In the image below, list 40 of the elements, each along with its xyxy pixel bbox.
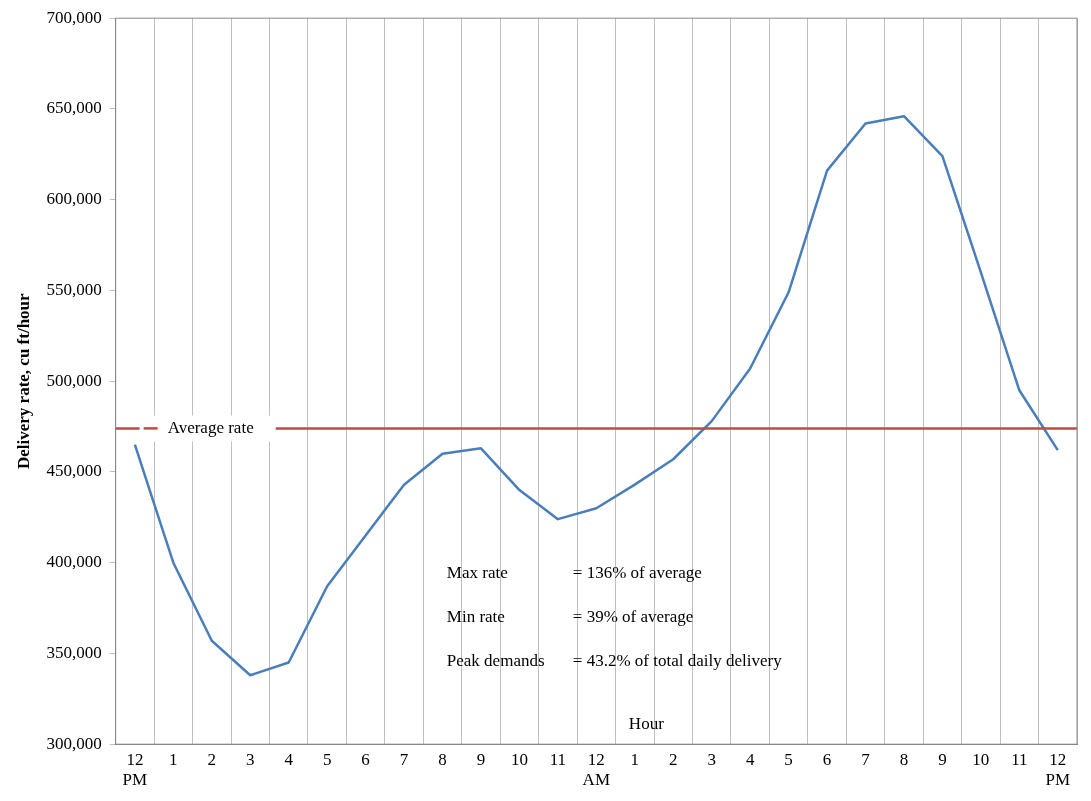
text: Max rate = 136% of average	[446, 562, 702, 582]
x-tick-label: 1	[169, 749, 178, 769]
y-tick-label: 350,000	[46, 642, 102, 662]
text: Peak demands = 43.2% of total daily delivery	[446, 650, 782, 670]
y-tick-label: 550,000	[46, 279, 102, 299]
x-tick-label: 2	[668, 749, 678, 769]
x-tick-label: 7	[861, 749, 871, 769]
x-tick-label: 9	[476, 749, 486, 769]
y-tick-label: 400,000	[46, 552, 102, 572]
x-tick-label: 12 PM	[122, 749, 148, 790]
x-tick-label: 8	[438, 749, 447, 769]
x-tick-label: 9	[938, 749, 947, 769]
y-axis-title: Delivery rate, cu ft/hour	[13, 292, 33, 470]
x-tick-label: 7	[399, 749, 409, 769]
x-tick-label: 10	[972, 749, 990, 769]
x-tick-label: 12 AM	[582, 749, 611, 790]
y-tick-label: 700,000	[46, 7, 102, 27]
y-tick-label: 300,000	[46, 733, 102, 753]
y-tick-label: 450,000	[46, 461, 102, 481]
x-tick-label: 5	[784, 749, 793, 769]
x-axis-title: Hour	[628, 713, 665, 733]
x-tick-label: 8	[899, 749, 909, 769]
ref-line-label: Average rate	[167, 417, 254, 437]
x-tick-label: 2	[207, 749, 217, 769]
x-tick-label: 4	[745, 749, 755, 769]
x-tick-label: 11	[549, 749, 567, 769]
x-tick-label: 12 PM	[1045, 749, 1071, 790]
x-tick-label: 1	[630, 749, 640, 769]
x-tick-label: 6	[361, 749, 370, 769]
x-tick-label: 3	[245, 749, 255, 769]
x-tick-label: 11	[1011, 749, 1028, 769]
x-tick-label: 10	[510, 749, 528, 769]
x-tick-label: 6	[822, 749, 832, 769]
text: Min rate = 39% of average	[446, 606, 694, 626]
y-tick-label: 600,000	[46, 189, 102, 209]
y-tick-label: 500,000	[46, 370, 102, 390]
x-tick-label: 5	[322, 749, 332, 769]
x-tick-label: 4	[284, 749, 294, 769]
x-tick-label: 3	[707, 749, 716, 769]
y-tick-label: 650,000	[46, 98, 102, 118]
